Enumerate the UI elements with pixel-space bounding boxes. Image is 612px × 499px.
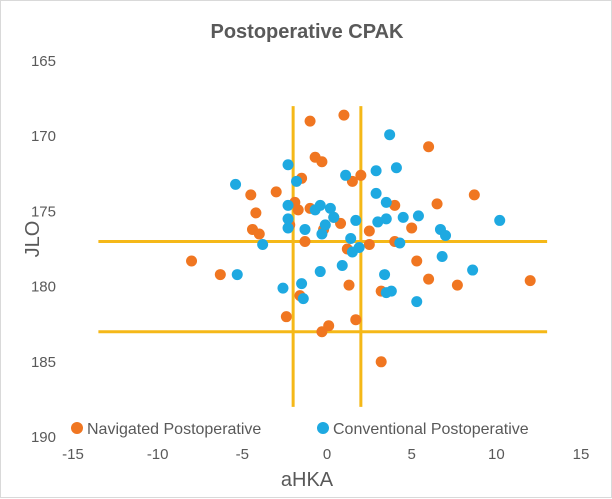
data-point: [314, 266, 326, 278]
data-point: [411, 296, 423, 308]
data-point: [316, 326, 328, 338]
data-point: [363, 225, 375, 237]
data-point: [389, 199, 401, 211]
x-axis-title: aHKA: [281, 469, 334, 491]
legend-label-conventional: Conventional Postoperative: [333, 421, 529, 438]
data-point: [379, 269, 391, 281]
data-point: [494, 214, 506, 226]
chart-title: Postoperative CPAK: [210, 21, 404, 43]
data-point: [350, 214, 362, 226]
data-point: [345, 232, 357, 244]
y-axis-title: JLO: [22, 221, 44, 258]
y-tick-label-185: 185: [31, 354, 56, 371]
legend-label-navigated: Navigated Postoperative: [87, 421, 261, 438]
y-tick-label-170: 170: [31, 128, 56, 145]
data-point: [186, 255, 198, 267]
data-point: [270, 186, 282, 198]
data-point: [440, 229, 452, 241]
data-point: [431, 198, 443, 210]
data-point: [230, 178, 242, 190]
data-point: [375, 356, 387, 368]
data-point: [304, 115, 316, 127]
data-point: [299, 235, 311, 247]
x-tick-label--10: -10: [147, 446, 169, 463]
data-point: [524, 275, 536, 287]
x-axis-ticks: -15 -10 -5 0 5 10 15: [62, 446, 589, 463]
legend-marker-navigated: [71, 422, 83, 434]
data-point: [282, 199, 294, 211]
data-point: [370, 165, 382, 177]
data-point: [406, 222, 418, 234]
legend-marker-conventional: [317, 422, 329, 434]
data-point: [297, 293, 309, 305]
data-point: [350, 314, 362, 326]
data-point: [412, 210, 424, 222]
data-point: [324, 202, 336, 214]
y-tick-label-175: 175: [31, 203, 56, 220]
data-point: [355, 169, 367, 181]
y-tick-label-180: 180: [31, 279, 56, 296]
data-point: [245, 189, 257, 201]
data-point: [451, 279, 463, 291]
x-tick-label-5: 5: [407, 446, 415, 463]
data-point: [423, 141, 435, 153]
x-tick-label--5: -5: [236, 446, 249, 463]
data-point: [336, 260, 348, 272]
data-point: [423, 273, 435, 285]
reference-lines: [98, 106, 548, 407]
data-point: [282, 222, 294, 234]
data-point: [372, 216, 384, 228]
data-point: [280, 311, 292, 323]
data-point: [397, 211, 409, 223]
data-point: [380, 196, 392, 208]
data-point: [363, 238, 375, 250]
data-point: [257, 238, 269, 250]
data-point: [380, 287, 392, 299]
data-point: [316, 228, 328, 240]
data-point: [253, 228, 265, 240]
y-tick-label-190: 190: [31, 429, 56, 446]
data-point: [282, 159, 294, 171]
x-tick-label--15: -15: [62, 446, 84, 463]
y-axis-ticks: 165 170 175 180 185 190: [31, 53, 56, 446]
data-point: [214, 269, 226, 281]
data-point: [370, 187, 382, 199]
data-point: [319, 219, 331, 231]
data-point: [468, 189, 480, 201]
data-point: [296, 278, 308, 290]
data-point: [299, 223, 311, 235]
x-tick-label-15: 15: [573, 446, 590, 463]
data-point: [390, 162, 402, 174]
data-point: [328, 211, 340, 223]
data-point: [411, 255, 423, 267]
data-point: [291, 175, 303, 187]
data-point: [340, 169, 352, 181]
data-point: [314, 199, 326, 211]
data-point: [394, 237, 406, 249]
data-point: [231, 269, 243, 281]
series-conventional-postoperative: [230, 129, 506, 308]
data-point: [384, 129, 396, 141]
y-tick-label-165: 165: [31, 53, 56, 70]
data-point: [250, 207, 262, 219]
data-point: [380, 213, 392, 225]
data-point: [277, 282, 289, 294]
legend: Navigated Postoperative Conventional Pos…: [71, 421, 529, 438]
data-point: [467, 264, 479, 276]
data-point: [343, 279, 355, 291]
data-point: [292, 204, 304, 216]
data-point: [346, 246, 358, 258]
x-tick-label-0: 0: [323, 446, 331, 463]
data-point: [436, 251, 448, 263]
data-point: [282, 213, 294, 225]
x-tick-label-10: 10: [488, 446, 505, 463]
data-point: [316, 156, 328, 168]
data-point: [338, 109, 350, 121]
